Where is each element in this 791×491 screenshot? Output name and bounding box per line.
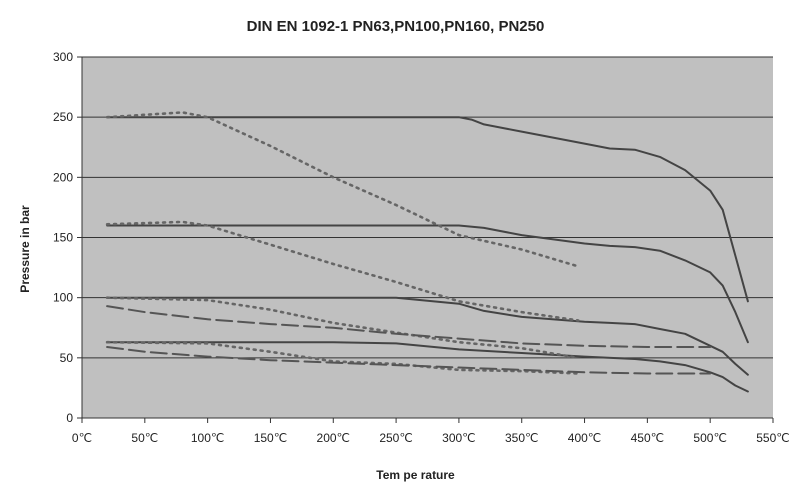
x-tick-label: 150℃ — [254, 431, 288, 445]
x-tick-labels: 0℃ 50℃ 100℃ 150℃ 200℃ 250℃ 300℃ 350℃ 400℃ 450℃ 500… — [72, 431, 790, 445]
x-tick-label: 300℃ — [442, 431, 476, 445]
x-tick-label: 200℃ — [317, 431, 351, 445]
x-tick-label: 350℃ — [505, 431, 539, 445]
series-line-2 — [106, 224, 749, 344]
x-tick-label: 400℃ — [568, 431, 602, 445]
series-line-9 — [106, 305, 712, 348]
y-tick-label: 100 — [53, 291, 73, 305]
x-tick-label: 250℃ — [379, 431, 413, 445]
y-tick-label: 200 — [53, 170, 73, 184]
series-line-3 — [106, 296, 749, 376]
y-tick-labels: 0 50 100 150 200 250 300 — [53, 50, 73, 425]
x-tick-label: 0℃ — [72, 431, 92, 445]
y-tick-label: 250 — [53, 110, 73, 124]
x-tick-label: 500℃ — [693, 431, 727, 445]
series-line-6 — [105, 220, 580, 322]
y-tick-label: 150 — [53, 231, 73, 245]
series-line-1 — [106, 116, 749, 303]
series-line-10 — [106, 346, 712, 375]
chart-title: DIN EN 1092-1 PN63,PN100,PN160, PN250 — [246, 18, 545, 35]
y-tick-label: 50 — [60, 351, 74, 365]
y-tick-label: 0 — [66, 411, 73, 425]
x-tick-label: 50℃ — [131, 431, 158, 445]
x-tick-label: 100℃ — [191, 431, 225, 445]
axes — [77, 56, 774, 423]
y-tick-label: 300 — [53, 50, 73, 64]
series-layer — [105, 111, 749, 393]
series-line-8 — [105, 340, 580, 375]
series-line-7 — [105, 296, 580, 360]
x-axis-label: Tem pe rature — [376, 468, 455, 482]
series-line-4 — [106, 341, 749, 393]
x-tick-label: 450℃ — [631, 431, 665, 445]
series-line-5 — [105, 111, 580, 268]
x-tick-label: 550℃ — [756, 431, 790, 445]
